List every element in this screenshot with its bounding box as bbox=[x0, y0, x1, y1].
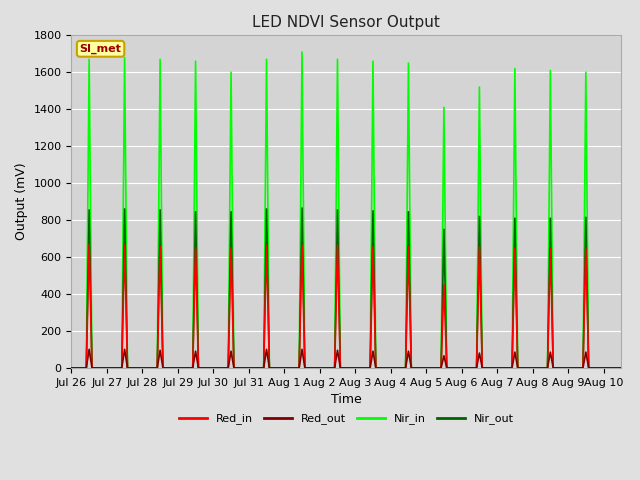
Title: LED NDVI Sensor Output: LED NDVI Sensor Output bbox=[252, 15, 440, 30]
X-axis label: Time: Time bbox=[331, 393, 362, 406]
Legend: Red_in, Red_out, Nir_in, Nir_out: Red_in, Red_out, Nir_in, Nir_out bbox=[175, 409, 518, 429]
Text: SI_met: SI_met bbox=[79, 44, 122, 54]
Y-axis label: Output (mV): Output (mV) bbox=[15, 163, 28, 240]
